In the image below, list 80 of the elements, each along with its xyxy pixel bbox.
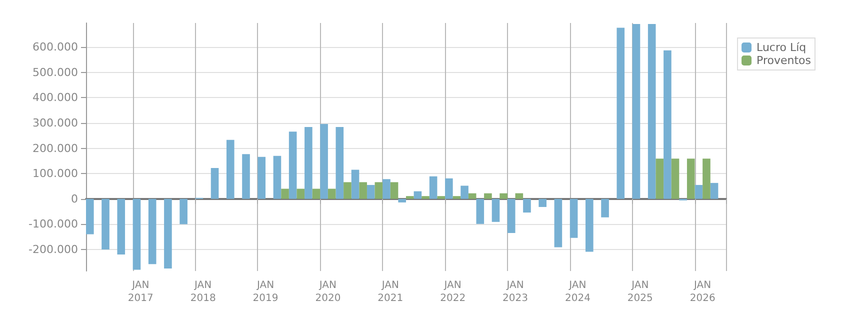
- y-tick-label: 0: [71, 192, 78, 206]
- bar: [460, 186, 468, 199]
- bar: [86, 198, 94, 234]
- bar: [273, 156, 282, 199]
- bar: [336, 127, 344, 199]
- bar: [437, 196, 446, 199]
- bar: [554, 198, 562, 248]
- bar: [601, 198, 609, 218]
- bar: [390, 182, 398, 199]
- x-tick-label: JAN 2025: [627, 280, 653, 304]
- bar: [281, 188, 289, 199]
- bar: [484, 193, 492, 199]
- y-tick-label: -200.000: [28, 242, 78, 256]
- bar: [382, 179, 390, 199]
- bar: [359, 182, 367, 199]
- bar: [694, 184, 703, 199]
- bar: [570, 198, 578, 238]
- bar: [429, 176, 438, 199]
- bar: [366, 184, 375, 199]
- bar: [312, 188, 320, 199]
- x-tick-label: JAN 2022: [440, 280, 466, 304]
- bar: [344, 182, 352, 199]
- bar: [148, 198, 156, 264]
- bar: [710, 182, 718, 199]
- bar: [164, 198, 172, 268]
- bar: [656, 158, 664, 199]
- bar: [664, 50, 672, 199]
- y-tick-label: 400.000: [32, 91, 78, 104]
- bar: [523, 198, 531, 213]
- bar: [226, 140, 234, 199]
- bar: [132, 198, 141, 270]
- bar: [102, 198, 110, 250]
- bar: [515, 193, 524, 199]
- bar: [476, 198, 484, 224]
- bar: [117, 198, 126, 255]
- x-tick-label: JAN 2017: [128, 280, 154, 304]
- bar: [468, 193, 476, 199]
- y-tick-label: 300.000: [32, 116, 78, 130]
- y-tick-label: 500.000: [32, 66, 78, 79]
- bar: [452, 196, 461, 199]
- y-tick-label: 100.000: [32, 167, 78, 180]
- bar: [507, 198, 516, 234]
- bar: [616, 28, 625, 199]
- bar: [210, 168, 219, 199]
- y-tick-label: 600.000: [32, 40, 78, 54]
- x-tick-label: JAN 2020: [315, 280, 341, 304]
- x-tick-label: JAN 2024: [564, 280, 590, 304]
- x-tick-label: JAN 2019: [252, 280, 278, 304]
- bar: [445, 178, 453, 199]
- legend-label: Lucro Líq: [756, 41, 806, 54]
- bar: [406, 196, 414, 199]
- bar: [648, 24, 656, 199]
- bar: [671, 158, 680, 199]
- x-tick-label: JAN 2023: [502, 280, 528, 304]
- bar: [538, 198, 546, 207]
- y-tick-label: -100.000: [28, 218, 78, 231]
- bar: [702, 158, 710, 199]
- bar: [686, 158, 695, 199]
- bar: [288, 132, 297, 199]
- legend-label: Proventos: [756, 54, 812, 67]
- bar: [304, 127, 312, 199]
- bar: [492, 198, 500, 222]
- bar: [398, 198, 406, 202]
- bar: [351, 170, 360, 199]
- bar: [320, 124, 328, 199]
- x-tick-label: JAN 2026: [690, 280, 716, 304]
- bar: [374, 182, 383, 199]
- bar: [632, 24, 640, 199]
- bar: [296, 188, 305, 199]
- bar: [422, 196, 430, 199]
- bar: [242, 154, 250, 199]
- bar: [258, 156, 266, 199]
- bar: [414, 191, 422, 199]
- x-tick-label: JAN 2018: [190, 280, 216, 304]
- bar: [328, 188, 336, 199]
- bar: [586, 198, 594, 252]
- bar: [500, 193, 508, 199]
- x-tick-label: JAN 2021: [378, 280, 404, 304]
- y-tick-label: 200.000: [32, 142, 78, 155]
- bar: [180, 198, 188, 224]
